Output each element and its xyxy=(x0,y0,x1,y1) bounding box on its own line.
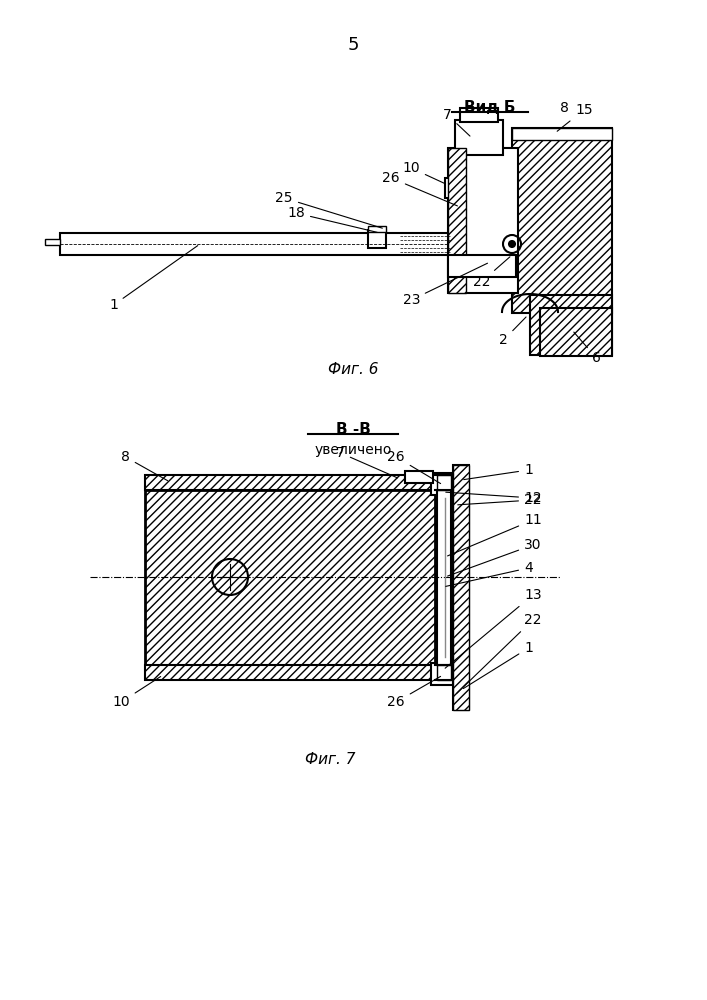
Text: 23: 23 xyxy=(402,263,488,307)
Text: В -В: В -В xyxy=(336,422,370,438)
Text: 8: 8 xyxy=(121,450,168,481)
Bar xyxy=(368,226,386,232)
Bar xyxy=(540,308,612,356)
Text: 10: 10 xyxy=(112,677,160,709)
Text: 22: 22 xyxy=(472,257,510,289)
Text: 18: 18 xyxy=(287,206,378,232)
Bar xyxy=(368,230,386,248)
Bar xyxy=(445,178,453,198)
Bar xyxy=(60,233,448,255)
Text: 5: 5 xyxy=(347,36,358,54)
Text: 26: 26 xyxy=(382,171,457,206)
Text: 8: 8 xyxy=(560,101,569,115)
Text: Фиг. 6: Фиг. 6 xyxy=(328,362,378,377)
Bar xyxy=(431,663,453,685)
Bar xyxy=(405,471,433,483)
Bar xyxy=(448,148,466,293)
Text: 15: 15 xyxy=(557,103,592,131)
Text: 11: 11 xyxy=(448,513,542,556)
Text: 12: 12 xyxy=(446,491,542,505)
Bar xyxy=(45,239,60,245)
Bar xyxy=(437,490,451,665)
Text: 1: 1 xyxy=(463,641,533,689)
Bar xyxy=(460,108,498,122)
Bar xyxy=(431,473,453,495)
Text: 4: 4 xyxy=(445,561,533,586)
Text: Вид Б: Вид Б xyxy=(464,101,515,115)
Text: 6: 6 xyxy=(574,332,601,365)
Text: 10: 10 xyxy=(402,161,445,184)
Text: увеличено: увеличено xyxy=(315,443,392,457)
Bar xyxy=(455,120,503,155)
Bar xyxy=(453,465,469,710)
Text: 13: 13 xyxy=(445,588,542,668)
Text: 26: 26 xyxy=(387,450,440,484)
Text: 25: 25 xyxy=(276,191,382,228)
Text: 7: 7 xyxy=(443,108,470,136)
Bar xyxy=(512,128,612,140)
Bar xyxy=(437,665,451,680)
Text: 22: 22 xyxy=(457,613,542,693)
Bar xyxy=(512,128,612,313)
Text: 1: 1 xyxy=(109,246,198,312)
Bar xyxy=(530,295,612,355)
Bar xyxy=(145,665,435,680)
Text: 26: 26 xyxy=(387,676,440,709)
Bar xyxy=(437,475,451,490)
Text: 2: 2 xyxy=(499,317,526,347)
Text: 22: 22 xyxy=(457,493,542,507)
Text: 7: 7 xyxy=(337,446,397,478)
Bar xyxy=(145,475,435,490)
Bar xyxy=(453,465,469,710)
Text: Фиг. 7: Фиг. 7 xyxy=(305,752,355,768)
Bar xyxy=(145,490,435,665)
Bar xyxy=(448,148,518,293)
Text: 30: 30 xyxy=(448,538,542,576)
Bar xyxy=(448,255,516,277)
Text: 1: 1 xyxy=(464,463,533,480)
Circle shape xyxy=(509,241,515,247)
